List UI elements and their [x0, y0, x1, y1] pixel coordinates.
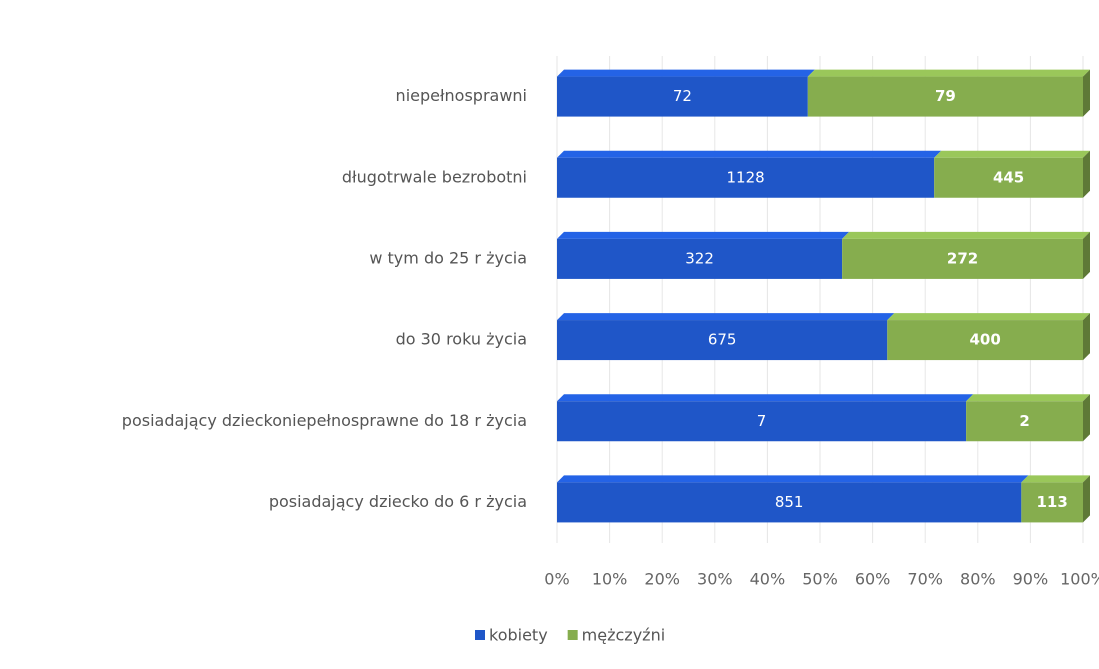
category-label: do 30 roku życia — [396, 330, 527, 349]
x-tick-label: 0% — [544, 570, 569, 589]
value-label: 2 — [1019, 412, 1029, 430]
bar-top — [557, 231, 850, 239]
bar-top — [807, 69, 1090, 77]
bar-side — [1083, 475, 1090, 523]
bar-top — [934, 150, 1090, 158]
bar-side — [1083, 394, 1090, 442]
bar — [887, 320, 1083, 361]
bar — [557, 320, 888, 361]
x-tick-label: 50% — [802, 570, 838, 589]
x-tick-label: 100% — [1060, 570, 1099, 589]
value-label: 7 — [757, 412, 767, 430]
value-label: 851 — [775, 493, 804, 511]
bar-side — [1083, 231, 1090, 279]
x-tick-label: 60% — [855, 570, 891, 589]
legend-label: kobiety — [489, 626, 548, 645]
bar — [557, 157, 935, 198]
bar — [557, 401, 967, 442]
bar-top — [557, 69, 815, 77]
x-tick-label: 80% — [960, 570, 996, 589]
x-tick-label: 40% — [750, 570, 786, 589]
bar-top — [557, 394, 974, 402]
bar — [807, 76, 1083, 117]
value-label: 400 — [969, 331, 1000, 349]
x-tick-label: 90% — [1013, 570, 1049, 589]
bar-top — [1021, 475, 1090, 483]
legend-swatch — [475, 630, 485, 640]
bar-side — [1083, 150, 1090, 198]
legend-label: mężczyźni — [582, 626, 665, 645]
bar-top — [557, 475, 1029, 483]
value-label: 79 — [935, 87, 956, 105]
x-tick-label: 10% — [592, 570, 628, 589]
x-tick-label: 70% — [907, 570, 943, 589]
x-tick-label: 20% — [644, 570, 680, 589]
x-tick-label: 30% — [697, 570, 733, 589]
category-label: posiadający dziecko do 6 r życia — [269, 492, 527, 511]
bar-top — [842, 231, 1090, 239]
bar — [557, 76, 808, 117]
bar — [934, 157, 1083, 198]
bar — [557, 482, 1022, 523]
value-label: 322 — [685, 249, 714, 267]
bar-side — [1083, 313, 1090, 361]
bar-top — [557, 313, 895, 321]
category-label: w tym do 25 r życia — [369, 248, 527, 267]
bar — [966, 401, 1083, 442]
bar — [842, 238, 1083, 279]
value-label: 445 — [993, 168, 1024, 186]
value-label: 113 — [1037, 493, 1068, 511]
bar — [1021, 482, 1083, 523]
bar-top — [557, 150, 942, 158]
bar-top — [966, 394, 1090, 402]
legend-swatch — [567, 630, 578, 640]
value-label: 1128 — [727, 168, 765, 186]
category-label: posiadający dzieckoniepełnosprawne do 18… — [122, 411, 527, 430]
category-label: długotrwale bezrobotni — [342, 167, 527, 186]
bar-side — [1083, 69, 1090, 117]
bar — [557, 238, 843, 279]
value-label: 272 — [947, 249, 978, 267]
value-label: 72 — [673, 87, 692, 105]
category-label: niepełnosprawni — [396, 86, 527, 105]
bar-top — [887, 313, 1090, 321]
value-label: 675 — [708, 331, 737, 349]
